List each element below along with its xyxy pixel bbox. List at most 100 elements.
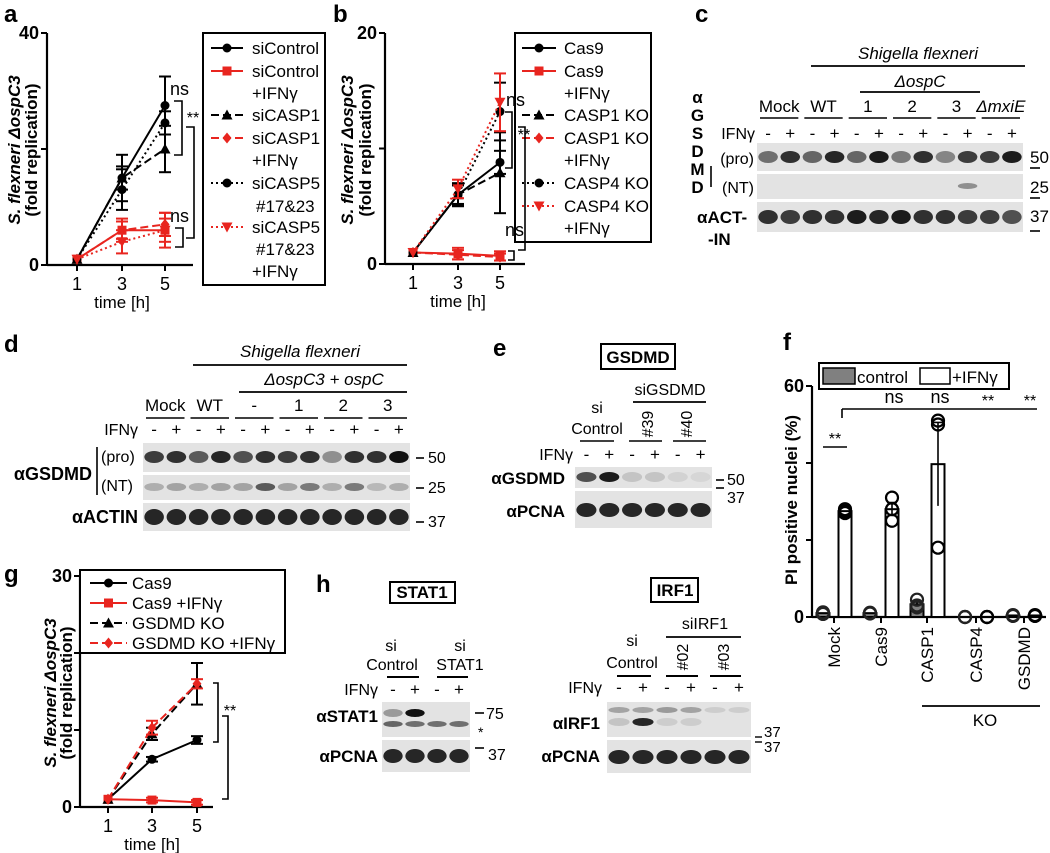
band (366, 483, 387, 491)
data-point (837, 502, 853, 517)
loading-control-label: αACT- (697, 208, 747, 227)
legend-label: Cas9 (564, 39, 604, 58)
group-label: 2 (907, 97, 916, 116)
group-label: ΔmxiE (975, 97, 1026, 116)
blot-membrane (757, 143, 1023, 171)
significance-label: ** (1024, 393, 1036, 410)
blot-membrane (607, 702, 751, 737)
mw-marker: 75 (486, 706, 504, 723)
band (632, 718, 654, 726)
band (935, 210, 956, 224)
triangle-marker (494, 167, 506, 178)
band (383, 709, 403, 717)
band (667, 503, 688, 517)
series-0 (103, 735, 203, 804)
band (188, 451, 209, 463)
treatment-label: IFNγ (721, 126, 755, 143)
mw-marker: 50 (727, 472, 745, 489)
mw-marker: 37 (764, 724, 781, 741)
group-label: 1 (863, 97, 872, 116)
triangle-marker (221, 109, 233, 120)
significance-label: ** (187, 110, 199, 127)
treatment-sign: - (374, 420, 380, 439)
band (891, 210, 911, 224)
band (277, 509, 298, 525)
chart-panel-b: b 0 20 1 3 5 time [h] S. flexneri ΔospC3 (fold r… (333, 1, 652, 311)
band (656, 750, 678, 764)
square-marker (534, 66, 544, 76)
x-tick-label: 5 (160, 274, 170, 294)
y-tick-label: 40 (19, 23, 39, 43)
antibody-label: αGSDMD (491, 469, 565, 488)
circle-marker (534, 178, 544, 188)
diamond-marker (104, 637, 113, 649)
data-point (862, 606, 878, 621)
series-line (107, 683, 198, 800)
treatment-sign: - (675, 445, 681, 464)
treatment-sign: + (171, 420, 181, 439)
category-label: CASP1 (918, 627, 937, 683)
antibody-label: αGSDMD (14, 464, 92, 484)
treatment-label: IFNγ (104, 422, 138, 439)
significance-bracket (508, 250, 515, 261)
mw-marker: 37 (488, 747, 506, 764)
band (233, 451, 253, 463)
triangle-marker (159, 143, 171, 154)
diamond-marker (534, 132, 544, 144)
treatment-sign: - (765, 124, 771, 143)
legend-label: CASP1 KO (564, 129, 649, 148)
legend: Cas9 Cas9 +IFNγ CASP1 KO CASP1 KO +IFNγ CASP4 … (514, 32, 652, 243)
square-marker (222, 66, 232, 76)
band (211, 483, 231, 491)
band (869, 210, 889, 224)
y-axis-label: S. flexneri ΔospC3 (5, 75, 24, 225)
treatment-sign: - (151, 420, 157, 439)
band (277, 451, 298, 463)
treatment-sign: + (216, 420, 226, 439)
significance-bracket (518, 126, 526, 251)
treatment-sign: + (638, 678, 648, 697)
significance-label: ns (506, 90, 525, 110)
triangle-down-marker (221, 222, 233, 233)
panel-label: b (333, 1, 348, 28)
significance-label: ** (224, 703, 236, 720)
treatment-sign: + (305, 420, 315, 439)
mw-marker: 37 (727, 490, 745, 507)
significance-label: ns (505, 220, 524, 240)
treatment-sign: + (604, 445, 614, 464)
significance-label: ns (884, 387, 903, 407)
group-label: WT (197, 396, 223, 415)
legend-label: Cas9 +IFNγ (132, 594, 223, 613)
chart-panel-g: g 0 30 1 3 5 time [h] S. flexneri ΔospC3(fold r… (4, 561, 286, 853)
legend-label: #17&23 (256, 197, 315, 216)
panel-label: h (316, 571, 331, 598)
x-tick-label: 5 (495, 273, 505, 293)
x-tick-label: 1 (103, 816, 113, 836)
mw-marker: 50 (428, 450, 446, 467)
triangle-down-marker (159, 225, 171, 236)
treatment-sign: + (1007, 124, 1017, 143)
band (935, 151, 956, 163)
data-point (1005, 608, 1021, 623)
treatment-sign: + (874, 124, 884, 143)
legend-label: #17&23 (256, 240, 315, 259)
group-label: KO (973, 711, 998, 730)
band (166, 483, 187, 491)
y-axis-label: (fold replication) (356, 83, 375, 216)
band (846, 210, 867, 224)
band (780, 151, 801, 163)
treatment-sign: + (410, 680, 420, 699)
circle-marker (222, 178, 232, 188)
treatment-sign: - (810, 124, 816, 143)
y-axis-label: S. flexneri ΔospC3 (338, 75, 357, 225)
band (449, 749, 469, 763)
band (690, 472, 711, 482)
x-axis-label: time [h] (94, 293, 150, 312)
significance-label: ns (170, 206, 189, 226)
treatment-label: IFNγ (568, 680, 602, 697)
treatment-sign: + (734, 678, 744, 697)
panel-label: f (783, 329, 792, 356)
band (599, 503, 620, 517)
band (656, 718, 678, 726)
